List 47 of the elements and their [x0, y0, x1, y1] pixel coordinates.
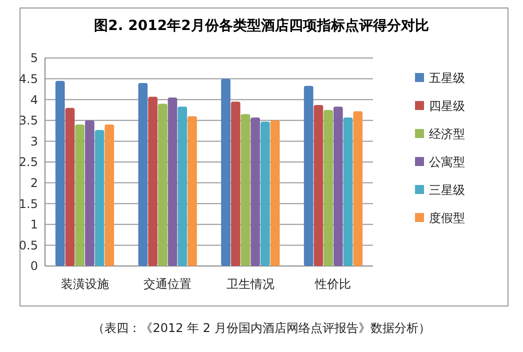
- bar: [65, 108, 75, 266]
- bar: [333, 106, 343, 266]
- y-tick-label: 0.5: [18, 238, 38, 252]
- bar: [168, 98, 178, 266]
- x-tick-label: 卫生情况: [226, 277, 274, 291]
- legend-label: 三星级: [429, 183, 465, 198]
- bar: [314, 105, 324, 266]
- bar: [324, 110, 333, 266]
- legend-label: 四星级: [429, 99, 465, 114]
- bar: [104, 124, 114, 266]
- legend-label: 经济型: [429, 127, 465, 142]
- bar: [178, 106, 188, 266]
- y-tick-label: 3.5: [18, 114, 38, 128]
- y-tick-label: 0: [30, 259, 38, 274]
- y-tick-label: 2.5: [18, 155, 38, 170]
- bar: [304, 86, 314, 266]
- legend-label: 五星级: [429, 71, 465, 86]
- y-tick-label: 2: [30, 176, 38, 190]
- x-tick-label: 交通位置: [144, 277, 192, 291]
- y-tick-label: 1.5: [18, 196, 38, 211]
- bar: [353, 111, 363, 266]
- legend-label: 度假型: [429, 211, 465, 226]
- bar: [240, 114, 250, 266]
- bar: [85, 120, 94, 266]
- bar: [148, 96, 158, 266]
- chart-title: 图2. 2012年2月份各类型酒店四项指标点评得分对比: [94, 17, 429, 34]
- bar: [75, 124, 85, 266]
- bar: [158, 104, 168, 266]
- y-tick-label: 4.5: [18, 72, 38, 86]
- bar: [188, 116, 197, 266]
- y-tick-label: 3: [30, 134, 38, 148]
- bar: [270, 120, 280, 266]
- bar: [230, 102, 240, 266]
- bar: [343, 117, 353, 266]
- y-tick-label: 1: [30, 218, 38, 232]
- text: （表四：《2012 年 2 月份国内酒店网络点评报告》数据分析）: [92, 321, 430, 335]
- bar: [55, 80, 65, 266]
- bar: [138, 82, 148, 266]
- x-tick-label: 装潢设施: [60, 277, 109, 291]
- y-tick-label: 5: [30, 51, 38, 66]
- bar: [250, 117, 260, 266]
- bar: [221, 78, 230, 266]
- x-tick-label: 性价比: [314, 277, 352, 291]
- legend-label: 公寓型: [429, 155, 465, 170]
- bar: [94, 130, 104, 266]
- bar: [260, 122, 270, 266]
- y-tick-label: 4: [30, 92, 38, 107]
